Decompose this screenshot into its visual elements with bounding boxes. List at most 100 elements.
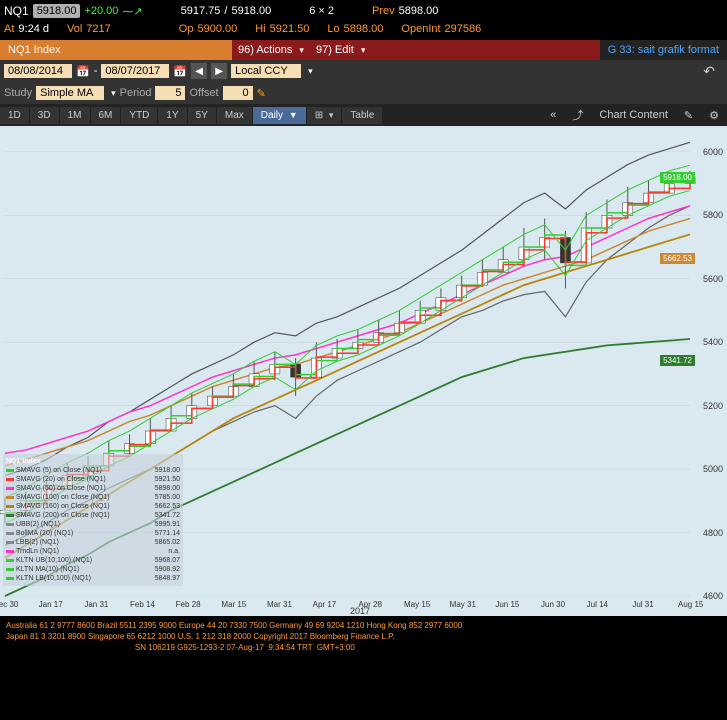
x-tick: Mar 31 [267,600,292,609]
x-tick: Dec 30 [0,600,18,609]
x-tick: Jan 17 [39,600,63,609]
legend-row: SMAVG (200) on Close (NQ1)5341.72 [6,511,180,520]
gear-icon[interactable]: ⚙ [701,106,727,125]
legend-row: SMAVG (100) on Close (NQ1)5785.00 [6,493,180,502]
offset-input[interactable] [223,86,253,100]
period-input[interactable] [155,86,185,100]
study-type-select[interactable] [36,86,104,100]
op-value: 5900.00 [197,23,237,35]
timeframe-ytd-button[interactable]: YTD [121,107,158,124]
edit-icon[interactable]: ✎ [676,106,701,125]
oi-value: 297586 [445,23,482,35]
interval-select[interactable]: Daily ▼ [253,107,307,124]
timeframe-1d-button[interactable]: 1D [0,107,30,124]
size: 6 × 2 [309,5,334,17]
legend-row: SMAVG (20) on Close (NQ1)5921.50 [6,475,180,484]
timeframe-3d-button[interactable]: 3D [30,107,60,124]
actions-button[interactable]: 96) Actions▾ [232,40,310,60]
last-price: 5918.00 [33,4,81,18]
date-to-input[interactable] [101,64,169,78]
chart-content-button[interactable]: Chart Content [591,106,675,124]
prev-range-button[interactable]: ◀ [191,63,207,79]
table-button[interactable]: Table [342,107,383,124]
x-tick: Apr 17 [313,600,337,609]
x-tick: Feb 14 [130,600,155,609]
g-message: G 33: sait grafik format [600,40,727,60]
legend-row: BollMA (20) (NQ1)5771.14 [6,529,180,538]
bid: 5917.75 [181,5,221,17]
footer-line-2: Japan 81 3 3201 8900 Singapore 65 6212 1… [6,631,721,642]
footer-line-1: Australia 61 2 9777 8600 Brazil 5511 239… [6,620,721,631]
hi-label: Hi [255,23,265,35]
x-tick: Jun 30 [541,600,565,609]
y-tick: 5400 [703,337,723,347]
main-toolbar: NQ1 Index 96) Actions▾ 97) Edit▾ G 33: s… [0,40,727,60]
price-badge: 5341.72 [660,355,695,366]
currency-select[interactable] [231,64,301,78]
timeframe-1y-button[interactable]: 1Y [158,107,187,124]
price-badge: 5918.00 [660,172,695,183]
offset-label: Offset [189,87,218,99]
chart-type-select[interactable]: ⊞ ▾ [307,107,343,124]
vol-value: 7217 [86,23,110,35]
timeframe-6m-button[interactable]: 6M [91,107,122,124]
at-value: 9:24 d [18,23,49,35]
spark-icon: ⁓↗ [122,5,142,18]
timeframe-row: 1D3D1M6MYTD1Y5YMax Daily ▼ ⊞ ▾ Table « ⤴… [0,104,727,126]
chevron-down-icon: ▾ [299,45,304,56]
x-tick: Jul 14 [587,600,608,609]
calendar-icon[interactable]: 📅 [76,65,90,78]
chevron-down-icon: ▾ [308,66,313,77]
date-from-input[interactable] [4,64,72,78]
x-tick: Feb 28 [176,600,201,609]
x-tick: May 31 [450,600,476,609]
op-label: Op [179,23,194,35]
quote-header: NQ1 5918.00 +20.00 ⁓↗ 5917.75 / 5918.00 … [0,0,727,40]
chevron-down-icon: ▾ [361,45,366,56]
timeframe-1m-button[interactable]: 1M [60,107,91,124]
y-axis-labels: 460048005000520054005600580060005918.005… [685,126,725,616]
index-field[interactable]: NQ1 Index [0,40,232,60]
chart-area[interactable]: 460048005000520054005600580060005918.005… [0,126,727,616]
y-tick: 5600 [703,274,723,284]
chevron-down-icon: ▾ [329,110,334,120]
legend-row: SMAVG (160) on Close (NQ1)5662.53 [6,502,180,511]
oi-label: OpenInt [401,23,440,35]
legend-row: TrndLn (NQ1)n.a. [6,547,180,556]
y-tick: 5000 [703,464,723,474]
x-tick: Jun 15 [495,600,519,609]
ask: 5918.00 [231,5,271,17]
timeframe-max-button[interactable]: Max [217,107,253,124]
x-tick: May 15 [404,600,430,609]
edit-button[interactable]: 97) Edit▾ [310,40,371,60]
symbol: NQ1 [4,4,29,18]
change: +20.00 [84,5,118,17]
share-icon[interactable]: ⤴ [564,104,591,126]
terminal-footer: Australia 61 2 9777 8600 Brazil 5511 239… [0,616,727,657]
next-range-button[interactable]: ▶ [211,63,227,79]
vol-label: Vol [67,23,82,35]
x-tick: Jul 31 [632,600,653,609]
x-axis-labels: Dec 30 Jan 17 Jan 31 Feb 14 Feb 28 Mar 15 Mar … [0,600,727,614]
pencil-icon[interactable]: ✎ [257,87,266,100]
y-tick: 5200 [703,401,723,411]
undo-icon[interactable]: ↶ [703,63,715,80]
dash: - [94,65,98,77]
chart-legend: NQ1 IndexSMAVG (5) on Close (NQ1)5918.00… [3,454,183,586]
prev-value: 5898.00 [399,5,439,17]
legend-row: LBB(2) (NQ1)5865.02 [6,538,180,547]
x-tick: Mar 15 [221,600,246,609]
prev-label: Prev [372,5,395,17]
date-range-row: 📅 - 📅 ◀ ▶ ▾ ↶ [0,60,727,82]
x-tick: Aug 15 [678,600,703,609]
chevron-down-icon: ▾ [111,88,116,99]
legend-row: SMAVG (5) on Close (NQ1)5918.00 [6,466,180,475]
price-badge: 5662.53 [660,253,695,264]
y-tick: 6000 [703,147,723,157]
x-tick: Jan 31 [84,600,108,609]
timeframe-5y-button[interactable]: 5Y [188,107,217,124]
legend-row: UBB(2) (NQ1)5995.91 [6,520,180,529]
calendar-icon[interactable]: 📅 [173,65,187,78]
lo-label: Lo [327,23,339,35]
collapse-icon[interactable]: « [542,106,564,124]
